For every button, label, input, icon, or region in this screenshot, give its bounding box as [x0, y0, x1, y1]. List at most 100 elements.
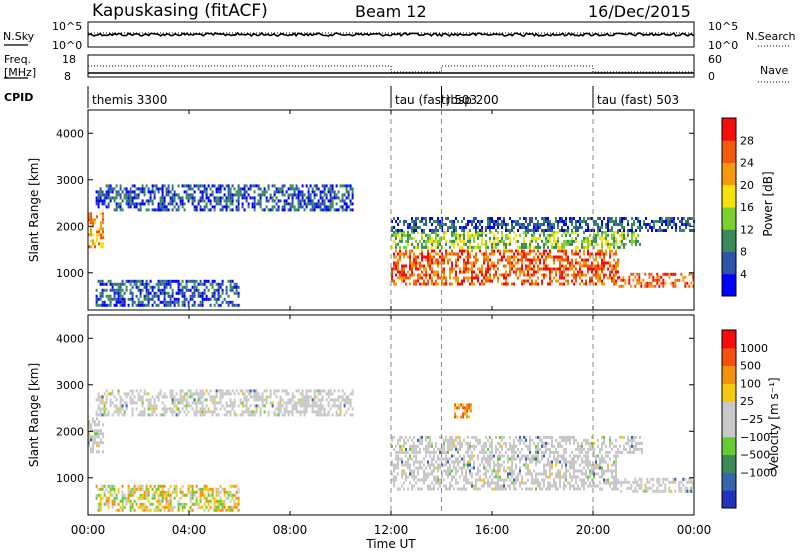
- echo-cell: [309, 395, 312, 399]
- echo-cell: [95, 190, 98, 194]
- echo-cell: [559, 435, 561, 439]
- echo-cell: [571, 229, 573, 232]
- echo-cell: [559, 261, 561, 265]
- echo-cell: [271, 184, 274, 188]
- echo-cell: [611, 441, 613, 445]
- echo-cell: [429, 220, 431, 223]
- echo-cell: [577, 475, 579, 479]
- echo-cell: [189, 294, 192, 298]
- echo-cell: [585, 239, 587, 243]
- echo-cell: [183, 294, 186, 298]
- echo-cell: [319, 392, 322, 396]
- echo-cell: [351, 187, 354, 191]
- echo-cell: [465, 472, 467, 476]
- echo-cell: [553, 276, 555, 280]
- echo-cell: [193, 184, 196, 188]
- echo-cell: [649, 226, 651, 229]
- echo-cell: [419, 276, 421, 280]
- colorbar-tick-label: 4: [740, 268, 747, 281]
- echo-cell: [543, 249, 545, 253]
- echo-cell: [123, 413, 126, 417]
- echo-cell: [403, 469, 405, 473]
- echo-cell: [457, 457, 459, 461]
- echo-cell: [249, 196, 252, 200]
- echo-cell: [415, 454, 417, 458]
- echo-cell: [668, 275, 671, 279]
- echo-cell: [241, 401, 244, 405]
- echo-cell: [329, 202, 332, 206]
- echo-cell: [581, 226, 583, 229]
- echo-cell: [533, 469, 535, 473]
- echo-cell: [531, 273, 533, 277]
- echo-cell: [481, 239, 483, 243]
- echo-cell: [215, 199, 218, 203]
- echo-cell: [219, 202, 222, 206]
- echo-cell: [235, 303, 238, 307]
- echo-cell: [595, 255, 597, 259]
- echo-cell: [113, 208, 116, 212]
- echo-cell: [253, 398, 256, 402]
- echo-cell: [499, 444, 501, 448]
- echo-cell: [227, 300, 230, 304]
- echo-cell: [351, 190, 354, 194]
- echo-cell: [597, 279, 599, 283]
- echo-cell: [141, 199, 144, 203]
- echo-cell: [96, 435, 98, 439]
- echo-cell: [137, 279, 140, 283]
- echo-cell: [425, 223, 427, 226]
- echo-cell: [323, 187, 326, 191]
- echo-cell: [279, 190, 282, 194]
- echo-cell: [539, 438, 541, 442]
- echo-cell: [193, 398, 196, 402]
- echo-cell: [605, 478, 607, 482]
- echo-cell: [525, 252, 527, 256]
- echo-cell: [543, 258, 545, 262]
- echo-cell: [591, 441, 593, 445]
- echo-cell: [199, 499, 202, 503]
- echo-cell: [635, 217, 637, 220]
- echo-cell: [305, 410, 308, 414]
- echo-cell: [519, 252, 521, 256]
- echo-cell: [573, 239, 575, 243]
- echo-cell: [199, 303, 202, 307]
- colorbar-cell: [722, 140, 736, 163]
- echo-cell: [445, 484, 447, 488]
- echo-cell: [429, 276, 431, 280]
- echo-cell: [565, 217, 567, 220]
- echo-cell: [171, 410, 174, 414]
- echo-cell: [661, 217, 663, 220]
- echo-cell: [229, 190, 232, 194]
- echo-cell: [595, 236, 597, 240]
- echo-cell: [179, 496, 182, 500]
- echo-cell: [543, 242, 545, 246]
- echo-cell: [471, 223, 473, 226]
- echo-cell: [645, 223, 647, 226]
- echo-cell: [511, 282, 513, 286]
- echo-cell: [583, 220, 585, 223]
- echo-cell: [139, 502, 142, 506]
- echo-cell: [611, 447, 613, 451]
- echo-cell: [289, 208, 292, 212]
- echo-cell: [465, 463, 467, 467]
- echo-cell: [515, 481, 517, 485]
- echo-cell: [189, 297, 192, 301]
- echo-cell: [443, 469, 445, 473]
- echo-cell: [267, 410, 270, 414]
- echo-cell: [197, 184, 200, 188]
- echo-cell: [656, 281, 659, 285]
- echo-cell: [579, 469, 581, 473]
- echo-cell: [151, 199, 154, 203]
- echo-cell: [453, 252, 455, 256]
- echo-cell: [613, 230, 615, 234]
- echo-cell: [491, 444, 493, 448]
- echo-cell: [417, 230, 419, 234]
- echo-cell: [439, 242, 441, 246]
- echo-cell: [493, 276, 495, 280]
- echo-cell: [119, 196, 122, 200]
- echo-cell: [627, 220, 629, 223]
- echo-cell: [549, 220, 551, 223]
- echo-cell: [505, 236, 507, 240]
- echo-cell: [115, 193, 118, 197]
- echo-cell: [559, 255, 561, 259]
- echo-cell: [225, 401, 228, 405]
